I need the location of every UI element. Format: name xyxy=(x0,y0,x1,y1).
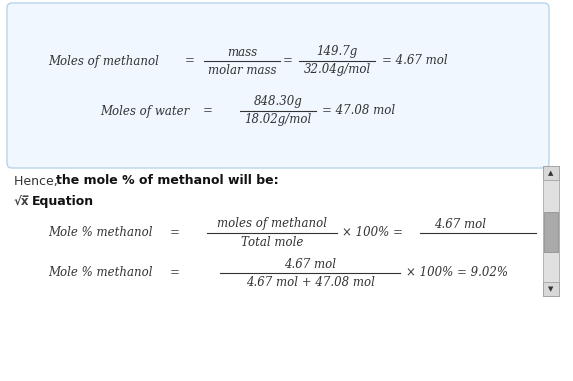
Text: mass: mass xyxy=(227,45,257,59)
Text: ▼: ▼ xyxy=(548,286,554,292)
Text: √x̅: √x̅ xyxy=(14,194,29,208)
Text: ▲: ▲ xyxy=(548,170,554,176)
Text: =: = xyxy=(170,266,180,280)
Text: =: = xyxy=(283,54,293,67)
Text: 4.67 mol + 47.08 mol: 4.67 mol + 47.08 mol xyxy=(246,275,374,288)
Text: Hence,: Hence, xyxy=(14,174,62,187)
Text: Equation: Equation xyxy=(32,194,94,208)
Text: Total mole: Total mole xyxy=(241,235,303,248)
Text: = 47.08 mol: = 47.08 mol xyxy=(322,104,395,117)
Text: Mole % methanol: Mole % methanol xyxy=(48,266,152,280)
Bar xyxy=(543,282,559,296)
FancyBboxPatch shape xyxy=(7,3,549,168)
Text: × 100% =: × 100% = xyxy=(342,226,403,240)
Bar xyxy=(543,166,559,180)
Bar xyxy=(544,212,558,252)
Text: Moles of methanol: Moles of methanol xyxy=(48,54,159,67)
Text: molar mass: molar mass xyxy=(208,64,276,77)
Text: 4.67 mol: 4.67 mol xyxy=(284,258,336,271)
Text: = 4.67 mol: = 4.67 mol xyxy=(382,54,448,67)
Text: 848.30g: 848.30g xyxy=(254,96,303,109)
Text: the mole % of methanol will be:: the mole % of methanol will be: xyxy=(56,174,278,187)
Text: =: = xyxy=(203,104,213,117)
Text: =: = xyxy=(170,226,180,240)
Text: =: = xyxy=(185,54,195,67)
Text: moles of methanol: moles of methanol xyxy=(217,218,327,231)
Text: 149.7g: 149.7g xyxy=(316,45,358,59)
Text: × 100% = 9.02%: × 100% = 9.02% xyxy=(406,266,508,280)
Text: 18.02g/mol: 18.02g/mol xyxy=(244,114,312,126)
Text: Moles of water: Moles of water xyxy=(100,104,189,117)
Text: 4.67 mol: 4.67 mol xyxy=(434,218,486,231)
Text: Mole % methanol: Mole % methanol xyxy=(48,226,152,240)
Text: 32.04g/mol: 32.04g/mol xyxy=(303,64,371,77)
Bar xyxy=(543,166,559,296)
